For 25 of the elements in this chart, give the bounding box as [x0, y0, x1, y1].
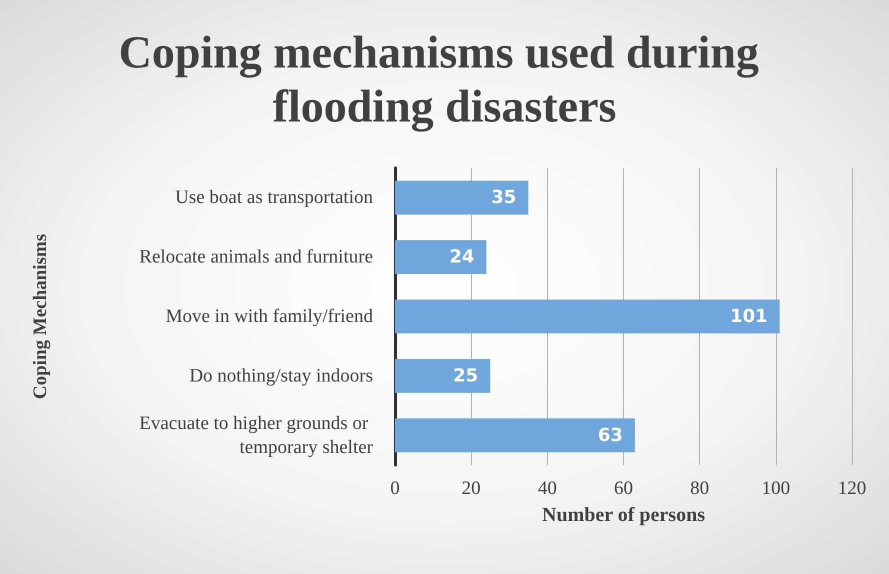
- y-axis-title: Coping Mechanisms: [30, 234, 51, 400]
- y-tick-label: Evacuate to higher grounds or temporary shelter: [139, 412, 374, 458]
- bar: [395, 240, 486, 274]
- x-tick-label: 40: [538, 478, 557, 499]
- x-axis-title: Number of persons: [542, 504, 706, 526]
- x-tick-label: 60: [614, 478, 633, 499]
- x-tick-label: 80: [690, 478, 710, 499]
- bar: [395, 300, 780, 334]
- data-label: 63: [598, 424, 623, 446]
- data-label: 35: [491, 187, 516, 208]
- data-label: 25: [453, 365, 478, 386]
- y-tick-label: Use boat as transportation: [175, 187, 374, 208]
- data-label: 101: [730, 306, 768, 327]
- bar: [395, 418, 635, 452]
- x-tick-label: 0: [390, 478, 400, 499]
- bar: [395, 180, 528, 215]
- y-tick-label: Relocate animals and furniture: [139, 246, 373, 268]
- y-tick-label: Move in with family/friend: [166, 306, 374, 327]
- x-tick-label: 20: [462, 478, 481, 499]
- data-label: 24: [449, 246, 474, 268]
- bar: [395, 358, 490, 393]
- x-tick-label: 100: [762, 478, 790, 499]
- y-tick-label: Do nothing/stay indoors: [189, 365, 373, 386]
- chart-title: Coping mechanisms used during flooding disasters: [118, 26, 770, 132]
- x-tick-label: 120: [838, 478, 866, 499]
